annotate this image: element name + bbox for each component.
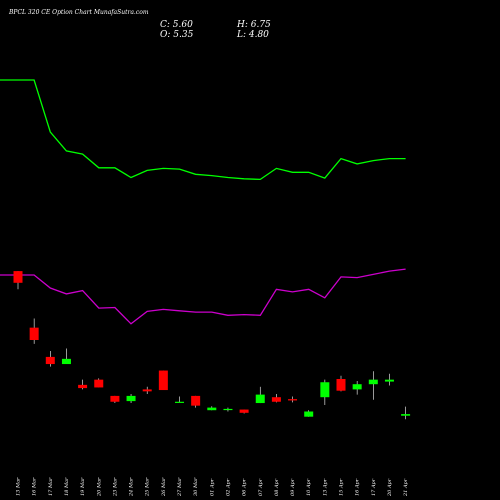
- candle: [384, 373, 394, 386]
- candle: [126, 393, 136, 404]
- candle-body: [336, 379, 346, 391]
- candle: [368, 371, 378, 400]
- x-tick-label: 15 Apr: [339, 478, 345, 496]
- x-tick-label: 26 Mar: [161, 477, 167, 497]
- candle-body: [29, 327, 39, 340]
- candle-body: [384, 379, 394, 382]
- candle: [352, 380, 362, 395]
- candle-body: [223, 408, 233, 411]
- chart-title: BPCL 320 CE Option Chart MunafaSutra.com: [8, 9, 149, 16]
- candle: [288, 396, 298, 403]
- candle: [45, 351, 55, 367]
- x-tick-label: 30 Mar: [193, 477, 199, 496]
- candle: [320, 379, 330, 405]
- candle-body: [255, 394, 265, 404]
- candlestick-series: [13, 271, 411, 420]
- candle-body: [142, 389, 152, 392]
- candle: [304, 410, 314, 417]
- candle-body: [304, 411, 314, 417]
- candle-body: [61, 358, 71, 365]
- x-tick-label: 20 Apr: [387, 478, 393, 497]
- open-label: O: 5.35: [160, 30, 194, 40]
- x-tick-label: 13 Apr: [322, 478, 328, 496]
- candle-body: [401, 414, 411, 416]
- x-tick-label: 09 Apr: [290, 478, 296, 496]
- close-label: C: 5.60: [160, 20, 193, 30]
- candle-body: [368, 379, 378, 385]
- candle: [336, 375, 346, 392]
- x-tick-label: 08 Apr: [274, 478, 280, 496]
- x-tick-label: 25 Mar: [145, 477, 151, 497]
- candle: [78, 379, 88, 390]
- candle-body: [94, 379, 104, 388]
- candle-body: [78, 384, 88, 389]
- candle-body: [126, 395, 136, 402]
- candle: [61, 348, 71, 365]
- candle-body: [191, 395, 201, 406]
- x-tick-label: 07 Apr: [258, 478, 264, 496]
- x-tick-label: 13 Mar: [16, 477, 22, 496]
- candle: [29, 318, 39, 344]
- candle-body: [158, 370, 168, 391]
- low-label: L: 4.80: [236, 30, 269, 40]
- x-tick-label: 01 Apr: [209, 478, 215, 496]
- x-tick-label: 27 Mar: [177, 477, 183, 497]
- candle: [191, 395, 201, 408]
- x-tick-label: 23 Mar: [112, 477, 118, 497]
- candle: [142, 386, 152, 394]
- x-tick-label: 17 Apr: [371, 478, 377, 496]
- candle: [175, 396, 184, 403]
- x-tick-label: 16 Mar: [32, 477, 38, 496]
- candle-body: [239, 409, 249, 413]
- indicator-line-2: [0, 268, 406, 325]
- candle-body: [271, 397, 281, 402]
- candle: [239, 409, 249, 414]
- x-tick-label: 17 Mar: [48, 477, 54, 496]
- x-tick-label: 16 Apr: [355, 478, 361, 496]
- x-tick-label: 10 Apr: [306, 478, 312, 496]
- x-tick-label: 02 Apr: [225, 478, 231, 496]
- candle-body: [175, 401, 184, 403]
- candle-body: [352, 384, 362, 390]
- candle: [223, 407, 233, 412]
- candle: [110, 395, 120, 404]
- candle: [13, 271, 23, 290]
- high-label: H: 6.75: [236, 20, 271, 30]
- candle: [158, 370, 168, 391]
- candle-body: [45, 356, 55, 365]
- candle-body: [110, 395, 120, 402]
- candle: [207, 406, 217, 411]
- x-tick-label: 24 Mar: [129, 477, 135, 497]
- candle: [271, 393, 281, 403]
- indicator-lines: [0, 79, 406, 325]
- x-axis-tick-labels: 13 Mar 16 Mar 17 Mar 18 Mar 19 Mar 20 Mar 23 M…: [16, 477, 410, 497]
- candle: [94, 378, 104, 388]
- indicator-line-1: [0, 79, 406, 181]
- x-tick-label: 20 Mar: [96, 477, 102, 497]
- candle-body: [13, 271, 23, 283]
- x-tick-label: 19 Mar: [80, 477, 86, 496]
- candle-body: [320, 382, 330, 398]
- candle: [255, 386, 265, 404]
- candle-body: [207, 407, 217, 411]
- x-tick-label: 21 Apr: [403, 478, 409, 497]
- x-tick-label: 18 Mar: [64, 477, 70, 496]
- candle-body: [288, 399, 298, 401]
- x-tick-label: 06 Apr: [242, 478, 248, 496]
- candle: [401, 406, 411, 420]
